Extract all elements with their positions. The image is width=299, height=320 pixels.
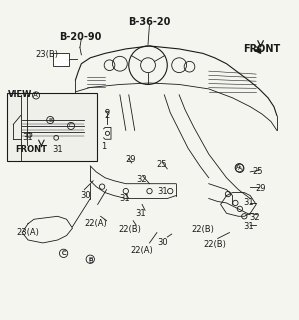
Text: B: B: [48, 117, 52, 123]
Text: 1: 1: [101, 142, 106, 151]
Text: 25: 25: [156, 160, 167, 169]
Text: C: C: [61, 251, 66, 256]
Text: 29: 29: [255, 184, 266, 193]
Text: FRONT: FRONT: [243, 44, 281, 54]
Text: 29: 29: [125, 156, 135, 164]
Text: VIEW: VIEW: [7, 90, 32, 99]
FancyBboxPatch shape: [7, 93, 97, 161]
Text: 25: 25: [252, 167, 263, 176]
Text: 31: 31: [243, 222, 254, 231]
Text: 32: 32: [137, 175, 147, 184]
Text: 31: 31: [23, 133, 33, 142]
Text: B-36-20: B-36-20: [128, 17, 171, 27]
Text: 22(B): 22(B): [203, 240, 226, 249]
Text: 23(A): 23(A): [17, 228, 39, 237]
Text: B: B: [88, 257, 92, 262]
Text: 22(A): 22(A): [131, 246, 153, 255]
Text: 32: 32: [249, 213, 260, 222]
Text: 31: 31: [243, 198, 254, 207]
Text: 22(B): 22(B): [191, 225, 214, 234]
Text: 22(B): 22(B): [119, 225, 142, 234]
Text: FRONT: FRONT: [15, 145, 47, 154]
Polygon shape: [255, 49, 261, 53]
Text: A: A: [236, 164, 241, 171]
Text: 30: 30: [158, 238, 168, 247]
Text: C: C: [61, 250, 66, 256]
Text: 30: 30: [80, 191, 91, 200]
Text: B: B: [88, 258, 93, 264]
Text: 31: 31: [158, 187, 168, 196]
Text: 31: 31: [135, 209, 146, 218]
Text: 2: 2: [104, 111, 109, 120]
Text: C: C: [69, 124, 73, 128]
Text: 23(B): 23(B): [36, 50, 59, 59]
Text: 31: 31: [119, 194, 130, 203]
Text: B-20-90: B-20-90: [59, 32, 101, 42]
Text: A: A: [238, 166, 242, 171]
Text: 22(A): 22(A): [85, 219, 108, 228]
Text: 31: 31: [52, 145, 63, 154]
Text: A: A: [33, 92, 38, 98]
FancyBboxPatch shape: [53, 53, 69, 66]
